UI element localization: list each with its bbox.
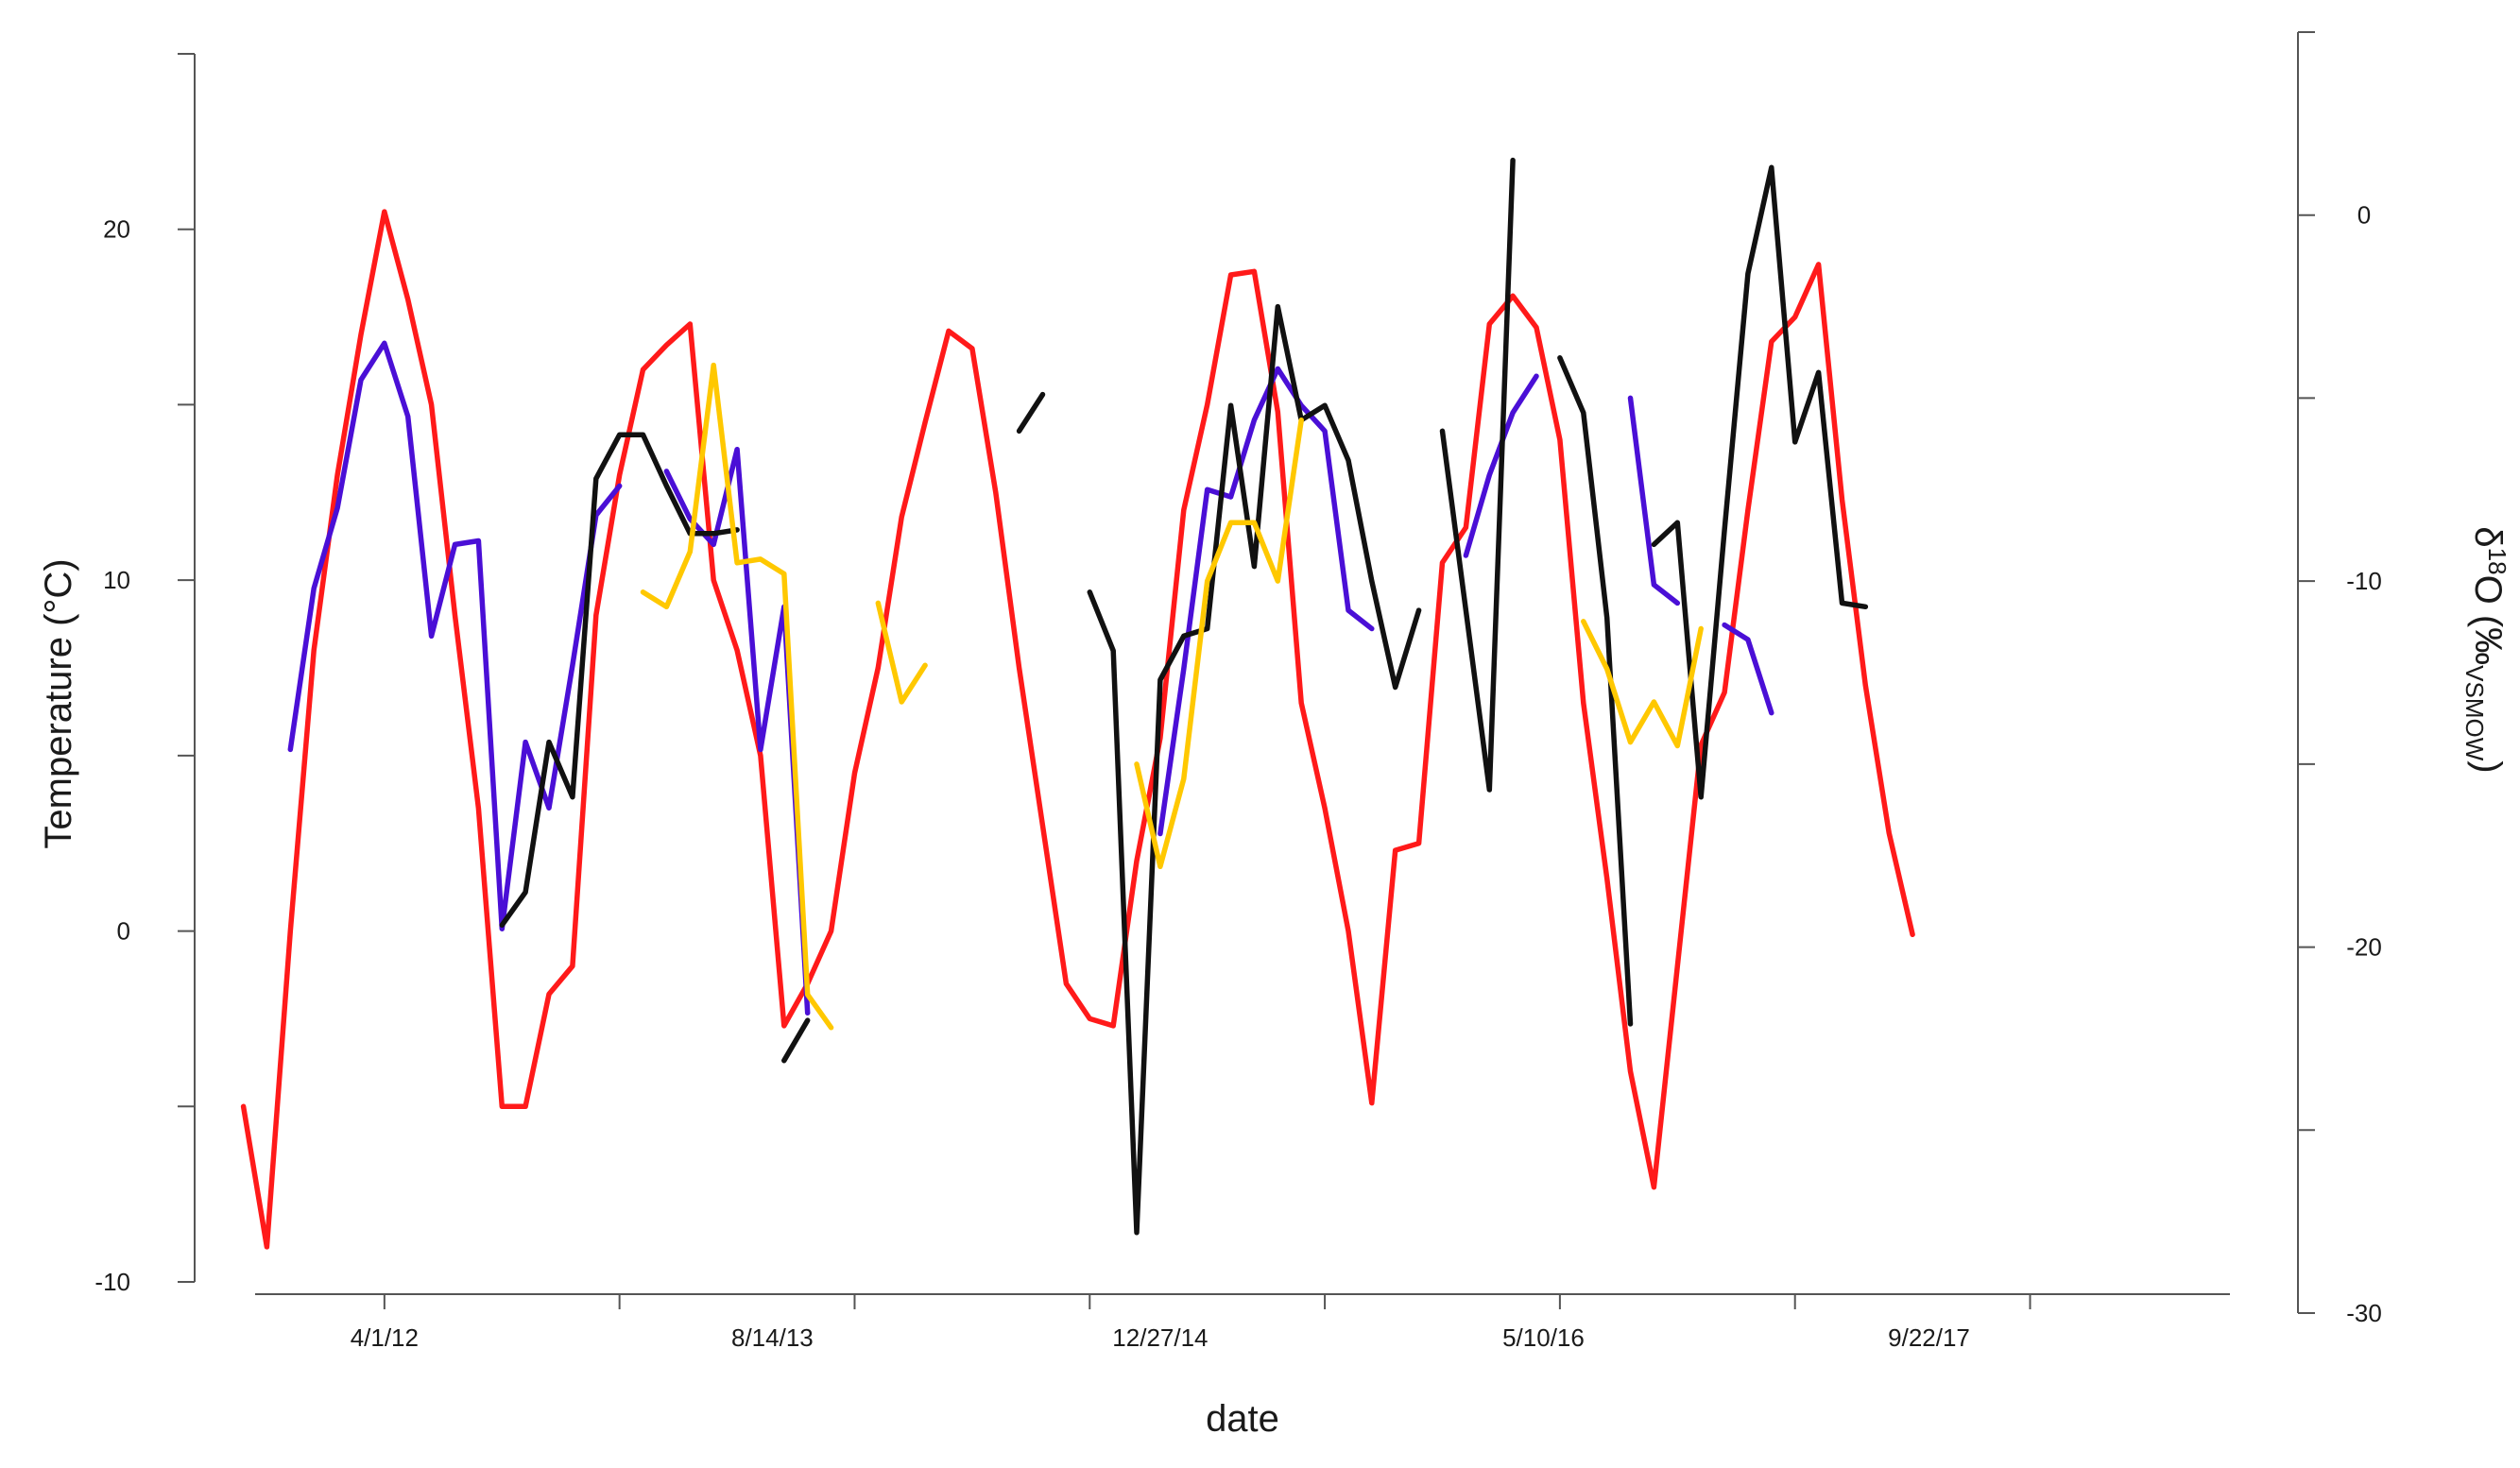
x-tick-label: 9/22/17 <box>1888 1323 1970 1352</box>
series-isotope-black-line-1 <box>499 432 740 929</box>
series-isotope-purple-line-5 <box>1627 395 1681 606</box>
x-tick-label: 5/10/16 <box>1502 1323 1585 1352</box>
right-y-tick-label: -30 <box>2346 1299 2382 1327</box>
right-y-tick-label: 0 <box>2357 201 2371 230</box>
series-isotope-black-line-4 <box>1087 303 1422 1236</box>
series-isotope-black-line-7 <box>1651 164 1869 800</box>
series-isotope-black-line-5 <box>1439 157 1516 793</box>
series-isotope-yellow-line-2 <box>875 600 928 705</box>
series-isotope-yellow-line-4 <box>1581 619 1704 749</box>
series-isotope-purple-line-1 <box>287 340 623 931</box>
series-isotope-yellow-line-1 <box>640 362 834 1031</box>
series-isotope-black-line-6 <box>1557 355 1634 1027</box>
series-isotope-black-line-3 <box>1016 391 1046 435</box>
series-temperature-line-1 <box>240 209 1915 1250</box>
series-isotope-purple-line-6 <box>1722 622 1774 716</box>
x-axis-title: date <box>1206 1398 1279 1440</box>
left-y-tick-label: 10 <box>103 566 130 594</box>
data-series <box>240 157 1915 1250</box>
right-y-tick-label: -20 <box>2346 933 2382 962</box>
series-isotope-purple-line-3 <box>1157 366 1375 837</box>
right-y-tick-label: -10 <box>2346 567 2382 595</box>
axes <box>194 32 2299 1313</box>
x-tick-label: 8/14/13 <box>731 1323 814 1352</box>
x-tick-label: 4/1/12 <box>351 1323 419 1352</box>
tick-labels: 4/1/12 8/14/13 12/27/14 5/10/16 9/22/17 -10 0 1… <box>94 201 2381 1352</box>
x-tick-label: 12/27/14 <box>1112 1323 1208 1352</box>
series-isotope-yellow-line-3 <box>1134 417 1304 870</box>
left-y-tick-label: -10 <box>94 1268 130 1296</box>
left-y-tick-label: 0 <box>117 917 130 946</box>
left-y-tick-label: 20 <box>103 215 130 244</box>
series-isotope-black-line-2 <box>781 1017 811 1064</box>
left-y-axis-title: Temperature (°C) <box>38 558 79 848</box>
tick-marks <box>178 31 2315 1314</box>
axis-titles: date Temperature (°C) δ18O (‰VSMOW) <box>38 526 2511 1440</box>
right-y-axis-title: δ18O (‰VSMOW) <box>2460 526 2511 773</box>
